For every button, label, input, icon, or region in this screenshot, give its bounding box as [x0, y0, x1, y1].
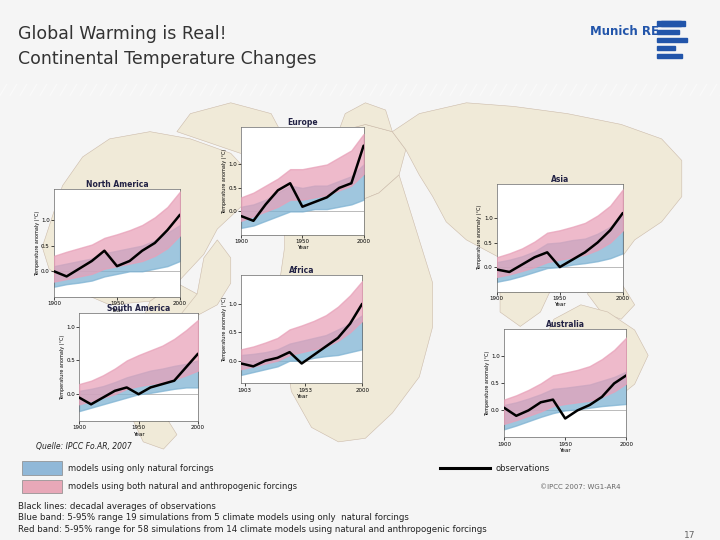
X-axis label: Year: Year: [559, 448, 571, 453]
Text: models using both natural and anthropogenic forcings: models using both natural and anthropoge…: [68, 482, 297, 491]
Polygon shape: [42, 132, 251, 305]
X-axis label: Year: Year: [296, 394, 307, 399]
Polygon shape: [123, 240, 231, 449]
X-axis label: Year: Year: [111, 308, 123, 313]
Title: North America: North America: [86, 180, 148, 189]
Title: Asia: Asia: [551, 174, 569, 184]
Polygon shape: [143, 283, 204, 327]
Text: Quelle: IPCC Fo.AR, 2007: Quelle: IPCC Fo.AR, 2007: [35, 442, 131, 451]
X-axis label: Year: Year: [132, 432, 145, 437]
X-axis label: Year: Year: [297, 246, 308, 251]
Text: Black lines: decadal averages of observations: Black lines: decadal averages of observa…: [18, 502, 216, 511]
Bar: [22, 480, 62, 492]
Title: Australia: Australia: [546, 320, 585, 329]
Polygon shape: [284, 124, 406, 211]
Bar: [657, 38, 687, 42]
Text: Blue band: 5-95% range 19 simulations from 5 climate models using only  natural : Blue band: 5-95% range 19 simulations fr…: [18, 514, 409, 522]
Polygon shape: [177, 103, 284, 157]
Y-axis label: Temperature anomaly (°C): Temperature anomaly (°C): [485, 351, 490, 416]
Y-axis label: Temperature anomaly (°C): Temperature anomaly (°C): [35, 211, 40, 275]
Text: Red band: 5-95% range for 58 simulations from 14 climate models using natural an: Red band: 5-95% range for 58 simulations…: [18, 525, 487, 534]
Bar: [657, 55, 682, 58]
Polygon shape: [278, 175, 433, 442]
Text: Munich RE: Munich RE: [590, 25, 659, 38]
Y-axis label: Temperature anomaly (°C): Temperature anomaly (°C): [222, 148, 227, 213]
Bar: [657, 21, 685, 26]
Text: ©IPCC 2007: WG1-AR4: ©IPCC 2007: WG1-AR4: [540, 484, 621, 490]
Text: observations: observations: [496, 464, 550, 473]
Y-axis label: Temperature anomaly (°C): Temperature anomaly (°C): [222, 297, 227, 362]
Text: models using only natural forcings: models using only natural forcings: [68, 464, 214, 473]
Bar: [22, 461, 62, 475]
Title: Africa: Africa: [289, 266, 315, 275]
Title: South America: South America: [107, 304, 170, 313]
Title: Europe: Europe: [287, 118, 318, 127]
Text: Continental Temperature Changes: Continental Temperature Changes: [18, 50, 317, 69]
Bar: [657, 30, 679, 34]
Polygon shape: [500, 258, 554, 327]
Y-axis label: Temperature anomaly (°C): Temperature anomaly (°C): [60, 335, 65, 400]
Bar: [661, 21, 681, 26]
Text: 17: 17: [684, 531, 696, 539]
Bar: [657, 46, 675, 50]
Text: Global Warming is Real!: Global Warming is Real!: [18, 25, 227, 43]
Polygon shape: [392, 103, 682, 276]
Y-axis label: Temperature anomaly (°C): Temperature anomaly (°C): [477, 205, 482, 270]
Polygon shape: [338, 103, 392, 132]
Polygon shape: [527, 305, 648, 413]
X-axis label: Year: Year: [554, 302, 566, 307]
Polygon shape: [588, 269, 635, 319]
